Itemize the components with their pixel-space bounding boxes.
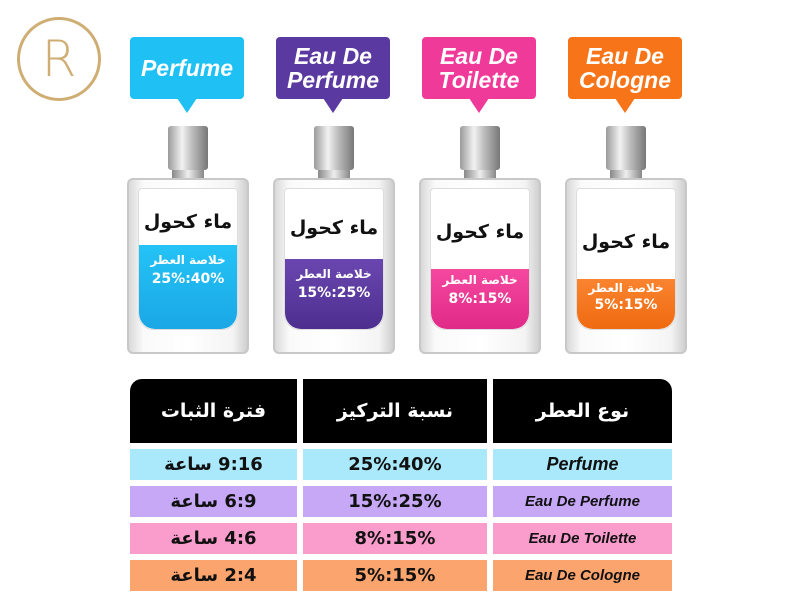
alcohol-label: ماء كحول bbox=[581, 231, 671, 253]
table-row: Eau De Cologne 5%:15% 2:4 ساعة bbox=[130, 560, 672, 591]
bottle-cap bbox=[314, 126, 354, 170]
label-text: Eau De Toilette bbox=[438, 43, 520, 93]
cell-duration: 6:9 ساعة bbox=[130, 486, 297, 517]
cell-type: Eau De Toilette bbox=[492, 523, 672, 554]
cell-concentration: 8%:15% bbox=[302, 523, 487, 554]
table-row: Eau De Toilette 8%:15% 4:6 ساعة bbox=[130, 523, 672, 554]
bottle-neck bbox=[464, 170, 496, 180]
essence-liquid: خلاصة العطر 5%:15% bbox=[577, 279, 675, 329]
label-text: Eau De Perfume bbox=[286, 43, 380, 93]
table-row: Perfume 25%:40% 9:16 ساعة bbox=[130, 449, 672, 480]
comparison-table: نوع العطر نسبة التركيز فترة الثبات Perfu… bbox=[124, 373, 678, 597]
cell-type: Eau De Perfume bbox=[492, 486, 672, 517]
label-eau-de-perfume: Eau De Perfume bbox=[276, 37, 390, 113]
essence-label: خلاصة العطر bbox=[150, 253, 226, 267]
label-text: Perfume bbox=[140, 55, 234, 81]
header-concentration: نسبة التركيز bbox=[302, 379, 487, 443]
essence-liquid: خلاصة العطر 8%:15% bbox=[431, 269, 529, 329]
label-perfume: Perfume bbox=[130, 37, 244, 113]
label-text: Eau De Cologne bbox=[579, 43, 671, 93]
bottle-cap bbox=[168, 126, 208, 170]
bottle-neck bbox=[172, 170, 204, 180]
bottle-eau-de-toilette: ماء كحول خلاصة العطر 8%:15% bbox=[419, 126, 541, 354]
bottle-neck bbox=[610, 170, 642, 180]
header-type: نوع العطر bbox=[492, 379, 672, 443]
bottle-body: ماء كحول خلاصة العطر 8%:15% bbox=[419, 178, 541, 354]
essence-label: خلاصة العطر bbox=[296, 267, 372, 281]
alcohol-label: ماء كحول bbox=[143, 211, 233, 233]
bottle-cap bbox=[460, 126, 500, 170]
cell-duration: 4:6 ساعة bbox=[130, 523, 297, 554]
essence-liquid: خلاصة العطر 15%:25% bbox=[285, 259, 383, 329]
cell-concentration: 25%:40% bbox=[302, 449, 487, 480]
bottle-cap bbox=[606, 126, 646, 170]
label-eau-de-toilette: Eau De Toilette bbox=[422, 37, 536, 113]
concentration: 15%:25% bbox=[297, 285, 371, 301]
label-eau-de-cologne: Eau De Cologne bbox=[568, 37, 682, 113]
bottle-body: ماء كحول خلاصة العطر 25%:40% bbox=[127, 178, 249, 354]
bottle-body: ماء كحول خلاصة العطر 15%:25% bbox=[273, 178, 395, 354]
bottle-eau-de-perfume: ماء كحول خلاصة العطر 15%:25% bbox=[273, 126, 395, 354]
logo: R bbox=[17, 17, 101, 101]
concentration: 8%:15% bbox=[448, 291, 512, 307]
essence-label: خلاصة العطر bbox=[442, 273, 518, 287]
concentration: 5%:15% bbox=[594, 297, 658, 313]
logo-letter: R bbox=[41, 30, 77, 88]
bottle-neck bbox=[318, 170, 350, 180]
essence-label: خلاصة العطر bbox=[588, 281, 664, 295]
header-duration: فترة الثبات bbox=[130, 379, 297, 443]
essence-liquid: خلاصة العطر 25%:40% bbox=[139, 245, 237, 329]
cell-type: Perfume bbox=[492, 449, 672, 480]
bottle-body: ماء كحول خلاصة العطر 5%:15% bbox=[565, 178, 687, 354]
alcohol-label: ماء كحول bbox=[435, 221, 525, 243]
cell-concentration: 5%:15% bbox=[302, 560, 487, 591]
alcohol-label: ماء كحول bbox=[289, 217, 379, 239]
concentration: 25%:40% bbox=[151, 271, 225, 287]
bottle-eau-de-cologne: ماء كحول خلاصة العطر 5%:15% bbox=[565, 126, 687, 354]
cell-concentration: 15%:25% bbox=[302, 486, 487, 517]
cell-duration: 9:16 ساعة bbox=[130, 449, 297, 480]
cell-duration: 2:4 ساعة bbox=[130, 560, 297, 591]
table-row: Eau De Perfume 15%:25% 6:9 ساعة bbox=[130, 486, 672, 517]
bottle-perfume: ماء كحول خلاصة العطر 25%:40% bbox=[127, 126, 249, 354]
cell-type: Eau De Cologne bbox=[492, 560, 672, 591]
